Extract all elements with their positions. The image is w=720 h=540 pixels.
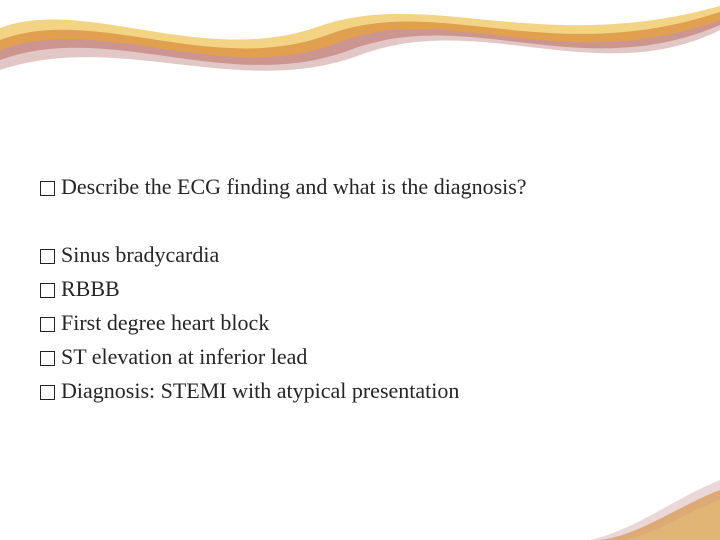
square-bullet-icon <box>40 283 55 298</box>
answer-text: ST elevation at inferior lead <box>61 340 307 374</box>
answer-line: Sinus bradycardia <box>40 238 680 272</box>
slide-content: Describe the ECG finding and what is the… <box>40 170 680 409</box>
question-line: Describe the ECG finding and what is the… <box>40 170 680 204</box>
square-bullet-icon <box>40 181 55 196</box>
answer-text: Sinus bradycardia <box>61 238 219 272</box>
answer-text: First degree heart block <box>61 306 269 340</box>
answer-line: First degree heart block <box>40 306 680 340</box>
footer-wave-decoration <box>570 480 720 540</box>
square-bullet-icon <box>40 317 55 332</box>
header-wave-decoration <box>0 0 720 140</box>
answer-line: ST elevation at inferior lead <box>40 340 680 374</box>
square-bullet-icon <box>40 385 55 400</box>
square-bullet-icon <box>40 249 55 264</box>
question-text: Describe the ECG finding and what is the… <box>61 170 527 204</box>
square-bullet-icon <box>40 351 55 366</box>
answer-line: Diagnosis: STEMI with atypical presentat… <box>40 374 680 408</box>
answer-text: RBBB <box>61 272 120 306</box>
answer-text: Diagnosis: STEMI with atypical presentat… <box>61 374 459 408</box>
answer-line: RBBB <box>40 272 680 306</box>
